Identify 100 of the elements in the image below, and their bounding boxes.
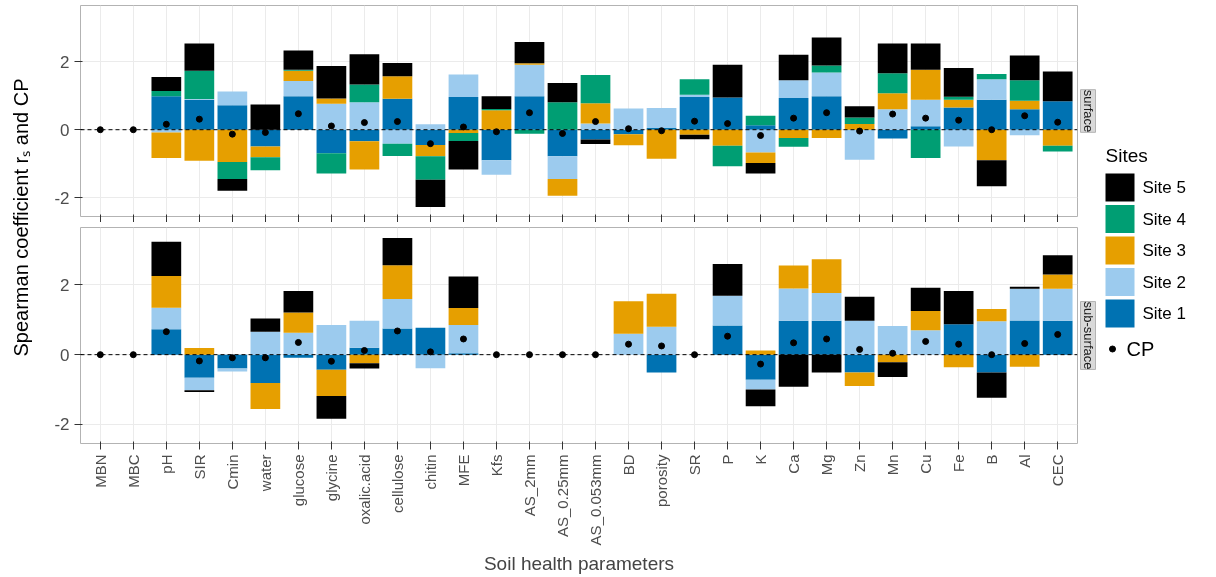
category-label: cellulose: [388, 454, 406, 513]
bar: [811, 320, 842, 355]
bar: [349, 102, 380, 130]
point: [1054, 118, 1062, 126]
bar: [778, 80, 809, 99]
bar: [943, 354, 974, 368]
bar: [712, 97, 743, 130]
bar: [151, 275, 182, 308]
point: [922, 114, 930, 122]
point: [426, 140, 434, 148]
bar: [382, 129, 413, 144]
bar: [976, 354, 1007, 373]
bar: [481, 96, 512, 109]
point: [592, 351, 600, 359]
bar: [910, 311, 941, 331]
bar: [415, 327, 446, 355]
bar: [316, 153, 347, 174]
bar: [811, 293, 842, 321]
bar: [184, 129, 215, 161]
category-label: SIR: [190, 454, 208, 480]
bar: [1009, 129, 1040, 136]
point: [96, 126, 104, 134]
category-label: glucose: [289, 454, 307, 507]
bar: [1009, 100, 1040, 110]
bar: [151, 76, 182, 91]
bar: [1042, 71, 1073, 102]
bar: [646, 107, 677, 129]
bar: [580, 74, 611, 104]
bar: [151, 132, 182, 158]
bar: [316, 66, 347, 99]
point: [162, 120, 170, 128]
bar: [349, 54, 380, 85]
bar: [877, 73, 908, 94]
y-tick-label: 0: [60, 120, 70, 140]
bar: [580, 129, 611, 140]
bar: [547, 156, 578, 180]
bar: [514, 129, 545, 134]
bar: [283, 70, 314, 82]
bar: [217, 179, 248, 191]
bar: [250, 146, 281, 158]
point: [988, 351, 996, 359]
bar: [844, 117, 875, 124]
bar: [943, 324, 974, 355]
bar: [646, 326, 677, 355]
bar: [778, 137, 809, 147]
category-label: Ca: [785, 454, 803, 474]
bar: [877, 362, 908, 377]
bar: [547, 102, 578, 130]
category-label: glycine: [322, 454, 340, 502]
bar: [316, 98, 347, 104]
bar: [1042, 255, 1073, 275]
category-label: water: [256, 454, 274, 492]
point: [360, 346, 368, 354]
text: sub-surface: [1080, 301, 1096, 370]
bar: [613, 134, 644, 146]
bar: [448, 133, 479, 141]
bar: [448, 74, 479, 98]
category-label: Mn: [884, 454, 902, 476]
point: [294, 110, 302, 118]
point: [393, 327, 401, 335]
bar: [415, 179, 446, 207]
bar: [448, 97, 479, 130]
bar: [613, 301, 644, 334]
bar: [448, 325, 479, 354]
bar: [184, 354, 215, 378]
bar: [778, 129, 809, 138]
bar: [646, 293, 677, 327]
bar: [943, 99, 974, 108]
bar: [1009, 320, 1040, 355]
bar: [448, 307, 479, 326]
bar: [448, 140, 479, 170]
bar: [184, 43, 215, 71]
y-tick-label: 0: [60, 345, 70, 365]
point: [988, 126, 996, 134]
bar: [481, 110, 512, 130]
bar: [844, 296, 875, 321]
point: [195, 357, 203, 365]
bar: [250, 157, 281, 171]
bar: [910, 287, 941, 312]
bar: [712, 295, 743, 326]
bar: [1009, 55, 1040, 81]
category-label: MBN: [91, 454, 109, 488]
bar: [184, 377, 215, 391]
point: [525, 109, 533, 117]
category-label: BD: [620, 454, 638, 476]
point: [261, 128, 269, 136]
category-label: Zn: [851, 454, 869, 472]
bar: [679, 129, 710, 135]
bar: [976, 99, 1007, 130]
category-label: CEC: [1049, 454, 1067, 487]
bar: [613, 108, 644, 130]
bar: [877, 129, 908, 139]
bar: [547, 179, 578, 196]
point: [592, 118, 600, 126]
bar: [415, 124, 446, 130]
category-label: AS_0.053mm: [587, 454, 605, 546]
point: [889, 349, 897, 357]
bar: [1042, 274, 1073, 289]
bar: [745, 152, 776, 164]
text: surface: [1080, 89, 1096, 133]
